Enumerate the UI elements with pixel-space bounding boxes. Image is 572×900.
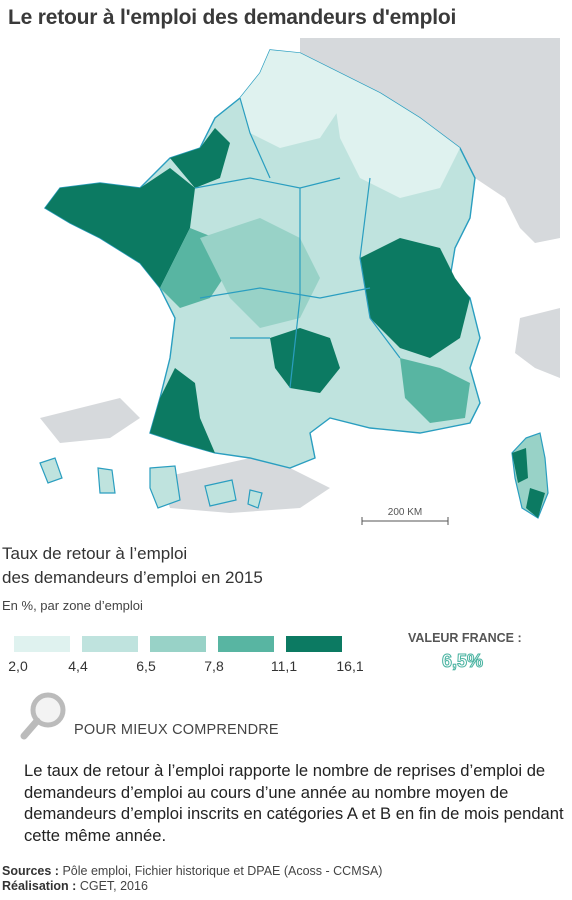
zone-normandy-dark (170, 128, 230, 188)
corsica-dark (512, 448, 545, 518)
legend-title-line1: Taux de retour à l’emploi (2, 544, 188, 563)
region-borders (194, 97, 401, 389)
legend-tick: 6,5 (136, 658, 156, 674)
zone-southwest-dark (150, 368, 215, 453)
realisation-text: CGET, 2016 (79, 879, 148, 893)
legend-tick: 2,0 (8, 658, 28, 674)
explanation-text: Le taux de retour à l’emploi rapporte le… (24, 761, 564, 845)
magnifier-icon (18, 690, 70, 742)
legend-swatch (150, 636, 206, 652)
choropleth-map[interactable]: 200 KM (0, 38, 560, 530)
sources-block: Sources : Pôle emploi, Fichier historiqu… (2, 864, 382, 894)
map-svg: 200 KM (0, 38, 560, 530)
zone-alps-mid (400, 358, 470, 423)
neighbour-countries (40, 38, 560, 513)
legend-title: Taux de retour à l’emploi des demandeurs… (2, 542, 263, 590)
legend-tick: 7,8 (204, 658, 224, 674)
scale-label: 200 KM (388, 507, 422, 518)
sources-text: Pôle emploi, Fichier historique et DPAE … (62, 864, 383, 878)
legend-swatch (82, 636, 138, 652)
legend-subtitle: En %, par zone d’emploi (2, 598, 143, 613)
legend-swatch (218, 636, 274, 652)
valeur-france-label: VALEUR FRANCE : (408, 631, 522, 645)
legend-tick: 11,1 (270, 658, 298, 674)
scale-bar: 200 KM (361, 507, 449, 525)
pour-mieux-comprendre: POUR MIEUX COMPRENDRE (74, 722, 279, 738)
legend-swatch (286, 636, 342, 652)
valeur-france-value: 6,5% (441, 651, 484, 672)
legend-tick: 16,1 (336, 658, 364, 674)
legend-title-line2: des demandeurs d’emploi en 2015 (2, 568, 263, 587)
zone-center-dark (270, 328, 340, 393)
zone-alps-dark (360, 238, 470, 358)
realisation-label: Réalisation : (2, 879, 77, 893)
legend-tick: 4,4 (68, 658, 88, 674)
legend-swatch (14, 636, 70, 652)
map-title: Le retour à l'emploi des demandeurs d'em… (8, 6, 457, 29)
sources-label: Sources : (2, 864, 59, 878)
zone-northeast-light (330, 68, 460, 198)
overseas-islands (39, 457, 263, 509)
legend-scale: 2,0 4,4 6,5 7,8 11,1 16,1 (8, 636, 364, 686)
zone-west-dark (45, 168, 195, 288)
zone-north-light (240, 50, 340, 148)
zone-mid-mid (200, 218, 320, 328)
